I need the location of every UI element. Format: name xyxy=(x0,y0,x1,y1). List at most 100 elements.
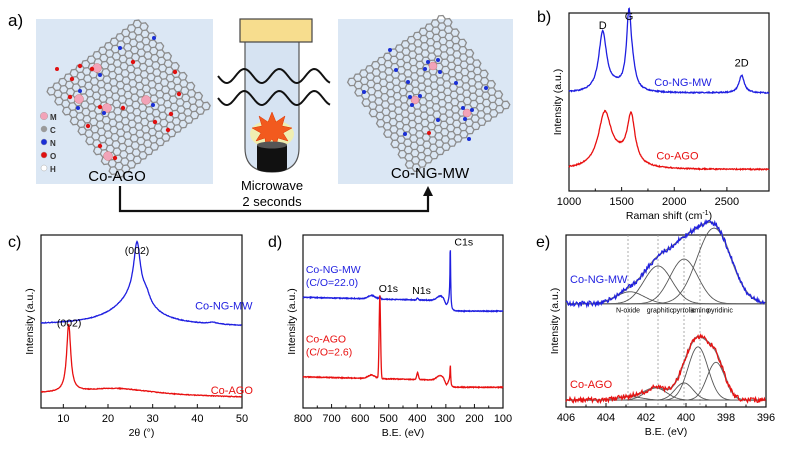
atom xyxy=(436,58,440,62)
atom xyxy=(152,36,156,40)
x-tick-label: 406 xyxy=(557,412,575,424)
figure-canvas: a) MCNOH Co-AGO Co-NG-MW Microwave 2 sec… xyxy=(0,0,790,451)
arrow-head-icon xyxy=(423,186,433,196)
atom xyxy=(177,92,181,96)
atom xyxy=(78,89,82,93)
atom xyxy=(166,128,170,132)
x-tick-label: 300 xyxy=(437,413,455,425)
co-ng-mw-panel-background xyxy=(338,19,513,184)
atom xyxy=(411,96,419,104)
atom xyxy=(113,156,117,160)
atom xyxy=(55,67,59,71)
atom xyxy=(436,118,440,122)
x-tick-label: 400 xyxy=(677,412,695,424)
atom xyxy=(90,67,94,71)
raman-chart: b)1000 1500 2000 2500Raman shift (cm-1)Inte… xyxy=(537,8,769,222)
peak-label: 2D xyxy=(735,57,749,69)
legend-label-c: C xyxy=(50,126,56,135)
process-label-line1: Microwave xyxy=(241,178,303,193)
x-tick-label: 404 xyxy=(597,412,615,424)
series-label: Co-NG-MW xyxy=(570,274,628,286)
y-axis-label: Intensity (a.u.) xyxy=(286,288,298,355)
series-line-co-ng-mw xyxy=(566,221,765,307)
atom xyxy=(426,60,430,64)
x-tick-label: 1000 xyxy=(557,196,581,208)
atom xyxy=(104,152,113,161)
x-tick-label: 2000 xyxy=(662,196,686,208)
atom xyxy=(75,95,84,104)
peak-label: D xyxy=(599,20,607,32)
atom xyxy=(98,105,102,109)
atom xyxy=(78,64,82,68)
component-label: pyridinic xyxy=(707,307,733,314)
atom xyxy=(151,103,155,107)
x-tick-label: 800 xyxy=(294,413,312,425)
atom xyxy=(98,144,102,148)
series-label: Co-AGO xyxy=(211,385,254,397)
x-tick-label: 20 xyxy=(102,413,114,425)
xps-n1s-chart: e) 406 404 402 400 398 396 B.E. (eV) Intensity (… xyxy=(536,221,775,438)
atom xyxy=(423,67,427,71)
atom xyxy=(68,95,72,99)
x-axis-label: Raman shift (cm-1) xyxy=(626,210,712,222)
peak-label: G xyxy=(625,11,634,23)
atom xyxy=(484,86,488,90)
peak-label: (002) xyxy=(57,318,82,330)
atom xyxy=(403,132,407,136)
atom xyxy=(76,106,80,110)
atom xyxy=(461,106,465,110)
component-label: graphitic xyxy=(647,307,674,314)
peak-label: (002) xyxy=(125,245,150,257)
peak-label-c1s: C1s xyxy=(454,236,473,248)
x-tick-label: 398 xyxy=(717,412,735,424)
co-ago-title: Co-AGO xyxy=(88,168,146,185)
legend-label-m: M xyxy=(50,113,57,122)
legend-swatch-c xyxy=(41,126,47,132)
x-tick-label: 396 xyxy=(757,412,775,424)
atom xyxy=(410,103,414,107)
panel-label: d) xyxy=(268,234,282,251)
series-label: Co-NG-MW xyxy=(195,300,253,312)
xrd-chart: c)10 20 30 40 502θ (°)Intensity (a.u.) Co-NG-… xyxy=(8,234,253,439)
x-tick-label: 400 xyxy=(408,413,426,425)
legend-swatch-n xyxy=(41,139,47,145)
atom xyxy=(427,131,431,135)
atom xyxy=(418,94,422,98)
x-tick-label: 40 xyxy=(191,413,203,425)
plot-frame xyxy=(303,235,503,408)
co-ratio-label: (C/O=22.0) xyxy=(306,277,358,289)
atom xyxy=(438,70,442,74)
x-tick-label: 700 xyxy=(322,413,340,425)
atom xyxy=(173,70,177,74)
co-ratio-label: (C/O=2.6) xyxy=(306,346,352,358)
legend-swatch-o xyxy=(41,152,47,158)
atom xyxy=(118,46,122,50)
legend-label-o: O xyxy=(50,152,56,161)
plot-frame xyxy=(569,13,769,191)
panel-label-a: a) xyxy=(8,11,23,30)
vial-cap xyxy=(240,19,312,42)
y-axis-label: Intensity (a.u.) xyxy=(552,69,564,136)
panel-label: e) xyxy=(536,234,550,251)
component-label: N-oxide xyxy=(616,307,640,314)
x-axis-label: B.E. (eV) xyxy=(382,427,425,439)
legend-label-h: H xyxy=(50,165,56,174)
peak-label-o1s: O1s xyxy=(379,283,398,295)
x-axis-label: B.E. (eV) xyxy=(645,426,688,438)
x-tick-label: 2500 xyxy=(715,196,739,208)
atom xyxy=(98,73,102,77)
atom xyxy=(153,120,157,124)
legend-swatch-h xyxy=(41,165,47,171)
y-axis-label: Intensity (a.u.) xyxy=(549,288,561,355)
x-tick-label: 10 xyxy=(57,413,69,425)
atom xyxy=(169,112,173,116)
atom xyxy=(131,60,135,64)
atom xyxy=(454,81,458,85)
atom xyxy=(102,111,106,115)
atom xyxy=(142,96,151,105)
y-axis-label: Intensity (a.u.) xyxy=(24,288,36,355)
x-tick-label: 50 xyxy=(236,413,248,425)
x-tick-label: 402 xyxy=(637,412,655,424)
atom xyxy=(394,68,398,72)
series-line-co-ago xyxy=(566,335,765,403)
